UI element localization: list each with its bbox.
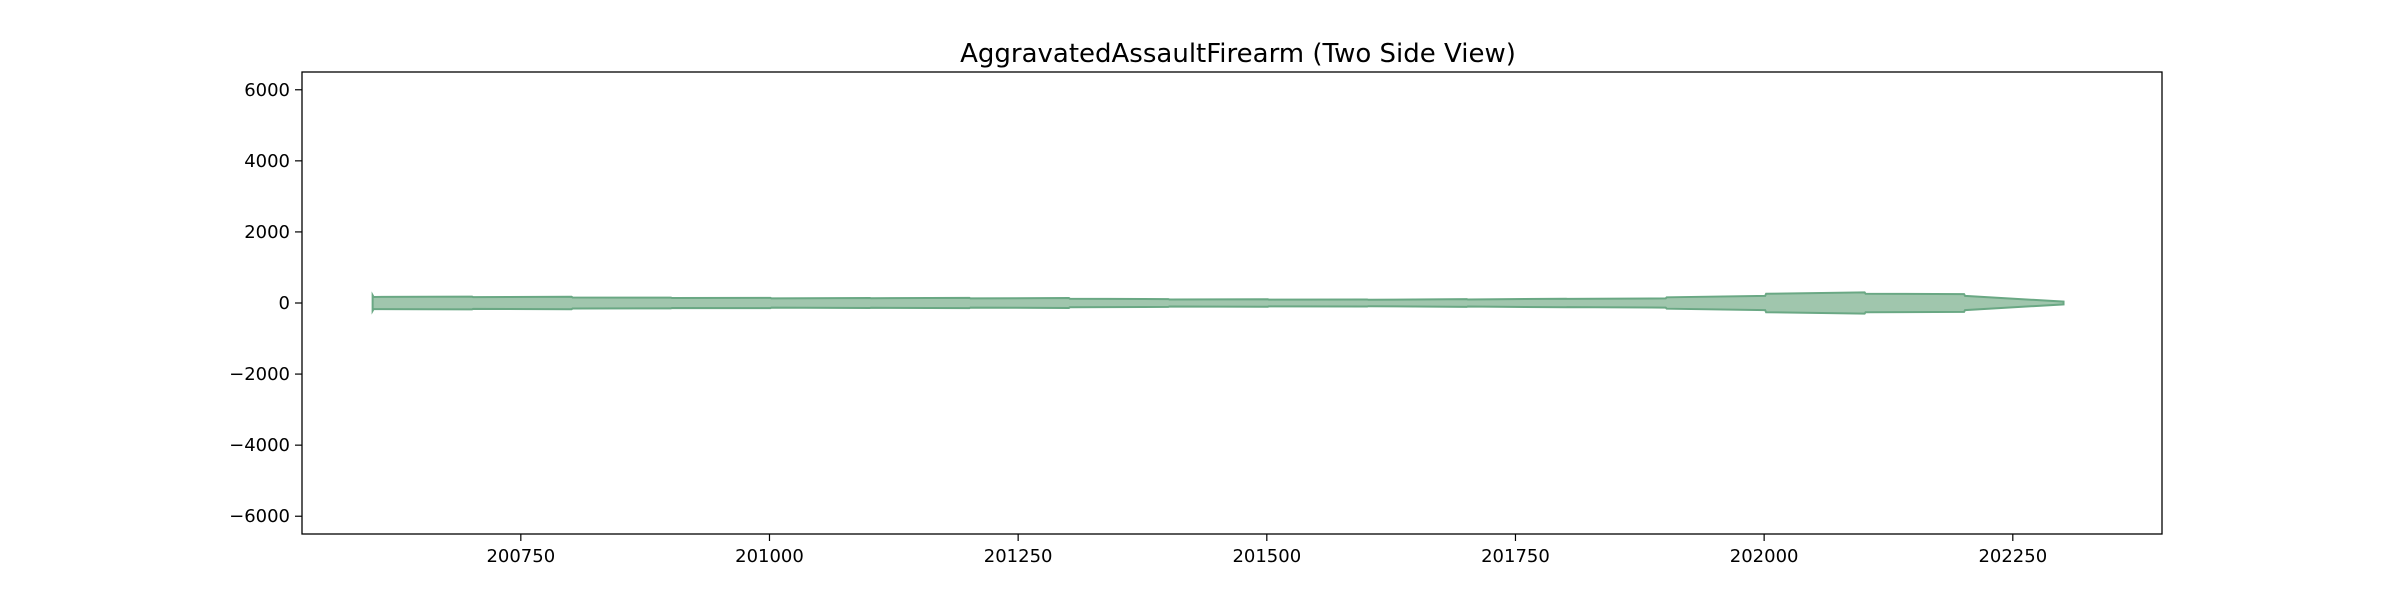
y-tick-label: −4000	[229, 435, 290, 456]
x-tick-label: 200750	[486, 546, 555, 567]
y-tick-label: −2000	[229, 364, 290, 385]
x-tick-label: 201750	[1481, 546, 1550, 567]
x-tick-label: 201500	[1232, 546, 1301, 567]
plot-area	[371, 291, 2065, 315]
x-tick-label: 202000	[1730, 546, 1799, 567]
y-tick-label: 6000	[244, 80, 290, 101]
y-tick-label: 2000	[244, 222, 290, 243]
y-tick-label: −6000	[229, 506, 290, 527]
y-tick-label: 4000	[244, 151, 290, 172]
chart-title: AggravatedAssaultFirearm (Two Side View)	[960, 39, 1516, 69]
x-tick-label: 201000	[735, 546, 804, 567]
y-tick-label: 0	[279, 293, 290, 314]
x-tick-label: 201250	[984, 546, 1053, 567]
series-band-0	[371, 291, 2065, 315]
x-axis: 200750 201000 201250 201500 201750 202000 2022…	[486, 534, 2047, 567]
y-axis: 6000 4000 2000 0 −2000 −4000 −6000	[229, 80, 302, 527]
x-tick-label: 202250	[1978, 546, 2047, 567]
